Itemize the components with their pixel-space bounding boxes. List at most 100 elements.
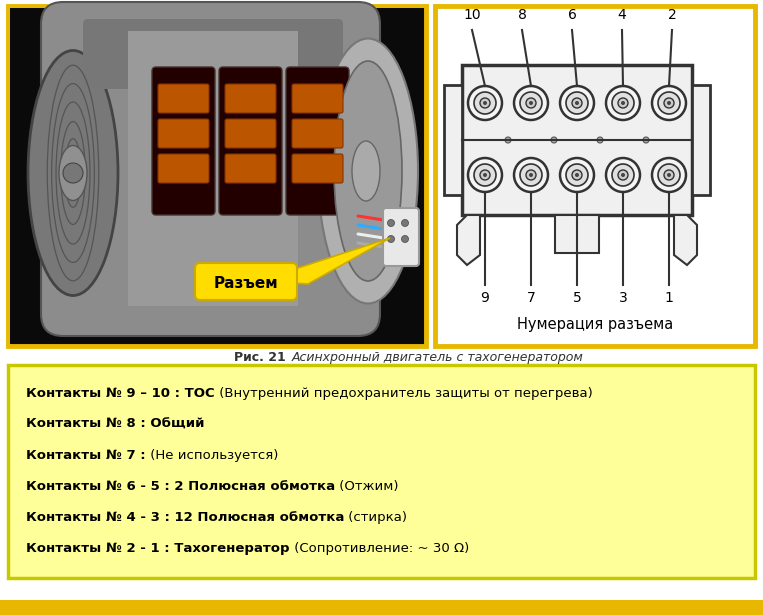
Circle shape: [643, 137, 649, 143]
Text: 5: 5: [572, 291, 581, 305]
Circle shape: [388, 236, 394, 242]
Text: (стирка): (стирка): [344, 511, 407, 524]
Circle shape: [667, 101, 671, 105]
Ellipse shape: [28, 50, 118, 295]
Polygon shape: [674, 215, 697, 265]
Circle shape: [526, 98, 536, 108]
Circle shape: [468, 86, 502, 120]
Ellipse shape: [352, 141, 380, 201]
FancyBboxPatch shape: [225, 119, 276, 148]
Text: 1: 1: [665, 291, 674, 305]
Ellipse shape: [318, 39, 418, 303]
Circle shape: [575, 173, 579, 177]
Text: (Внутренний предохранитель защиты от перегрева): (Внутренний предохранитель защиты от пер…: [214, 387, 592, 400]
Text: Контакты № 4 - 3 : 12 Полюсная обмотка: Контакты № 4 - 3 : 12 Полюсная обмотка: [26, 511, 344, 524]
FancyBboxPatch shape: [292, 119, 343, 148]
Circle shape: [560, 158, 594, 192]
Text: Разъем: Разъем: [214, 277, 278, 292]
Text: Рис. 21: Рис. 21: [234, 351, 290, 364]
Text: Контакты № 2 - 1 : Тахогенератор: Контакты № 2 - 1 : Тахогенератор: [26, 542, 289, 555]
Text: Асинхронный двигатель с тахогенератором: Асинхронный двигатель с тахогенератором: [292, 351, 584, 364]
Circle shape: [575, 101, 579, 105]
Circle shape: [618, 170, 628, 180]
FancyBboxPatch shape: [292, 154, 343, 183]
Circle shape: [520, 164, 542, 186]
Text: Контакты № 9 – 10 : ТОС: Контакты № 9 – 10 : ТОС: [26, 387, 214, 400]
Circle shape: [566, 92, 588, 114]
Circle shape: [652, 158, 686, 192]
Circle shape: [606, 86, 640, 120]
Circle shape: [667, 173, 671, 177]
Text: (Не используется): (Не используется): [146, 449, 278, 462]
Ellipse shape: [59, 146, 87, 200]
Text: 9: 9: [481, 291, 489, 305]
Text: 2: 2: [668, 8, 676, 22]
FancyBboxPatch shape: [8, 6, 426, 346]
Circle shape: [621, 101, 625, 105]
FancyBboxPatch shape: [462, 65, 692, 215]
Text: Контакты № 6 - 5 : 2 Полюсная обмотка: Контакты № 6 - 5 : 2 Полюсная обмотка: [26, 480, 335, 493]
Text: 4: 4: [617, 8, 626, 22]
Text: 3: 3: [619, 291, 627, 305]
Circle shape: [658, 92, 680, 114]
Text: (Отжим): (Отжим): [335, 480, 398, 493]
Circle shape: [480, 98, 490, 108]
Text: 6: 6: [568, 8, 576, 22]
Circle shape: [388, 220, 394, 226]
Circle shape: [658, 164, 680, 186]
FancyBboxPatch shape: [435, 6, 755, 346]
FancyBboxPatch shape: [152, 67, 215, 215]
Circle shape: [566, 164, 588, 186]
FancyBboxPatch shape: [692, 85, 710, 195]
FancyBboxPatch shape: [8, 365, 755, 578]
Circle shape: [474, 164, 496, 186]
FancyBboxPatch shape: [219, 67, 282, 215]
Circle shape: [652, 86, 686, 120]
FancyBboxPatch shape: [195, 263, 297, 300]
Text: Нумерация разъема: Нумерация разъема: [517, 317, 673, 331]
Circle shape: [468, 158, 502, 192]
Bar: [0, 600, 763, 615]
Circle shape: [572, 170, 582, 180]
Bar: [10, 8, 424, 344]
Circle shape: [560, 86, 594, 120]
Polygon shape: [258, 238, 390, 284]
Circle shape: [664, 98, 674, 108]
Polygon shape: [457, 215, 480, 265]
Circle shape: [529, 173, 533, 177]
FancyBboxPatch shape: [158, 154, 209, 183]
Circle shape: [63, 163, 83, 183]
Circle shape: [572, 98, 582, 108]
Circle shape: [621, 173, 625, 177]
Text: Контакты № 7 :: Контакты № 7 :: [26, 449, 146, 462]
Circle shape: [505, 137, 511, 143]
Text: 10: 10: [463, 8, 481, 22]
FancyBboxPatch shape: [292, 84, 343, 113]
Circle shape: [529, 101, 533, 105]
Circle shape: [514, 86, 548, 120]
Ellipse shape: [334, 61, 402, 281]
FancyBboxPatch shape: [555, 215, 599, 253]
Circle shape: [401, 220, 408, 226]
FancyBboxPatch shape: [225, 84, 276, 113]
FancyBboxPatch shape: [83, 19, 343, 89]
Circle shape: [483, 173, 487, 177]
Circle shape: [606, 158, 640, 192]
Circle shape: [551, 137, 557, 143]
FancyBboxPatch shape: [41, 2, 380, 336]
Circle shape: [597, 137, 603, 143]
FancyBboxPatch shape: [225, 154, 276, 183]
Text: Контакты № 8 : Общий: Контакты № 8 : Общий: [26, 418, 204, 431]
FancyBboxPatch shape: [444, 85, 462, 195]
Circle shape: [514, 158, 548, 192]
Circle shape: [483, 101, 487, 105]
Circle shape: [618, 98, 628, 108]
FancyBboxPatch shape: [158, 84, 209, 113]
Circle shape: [401, 236, 408, 242]
Text: (Сопротивление: ~ 30 Ω): (Сопротивление: ~ 30 Ω): [289, 542, 468, 555]
Text: 8: 8: [517, 8, 526, 22]
Circle shape: [520, 92, 542, 114]
Circle shape: [612, 92, 634, 114]
FancyBboxPatch shape: [286, 67, 349, 215]
FancyBboxPatch shape: [383, 208, 419, 266]
